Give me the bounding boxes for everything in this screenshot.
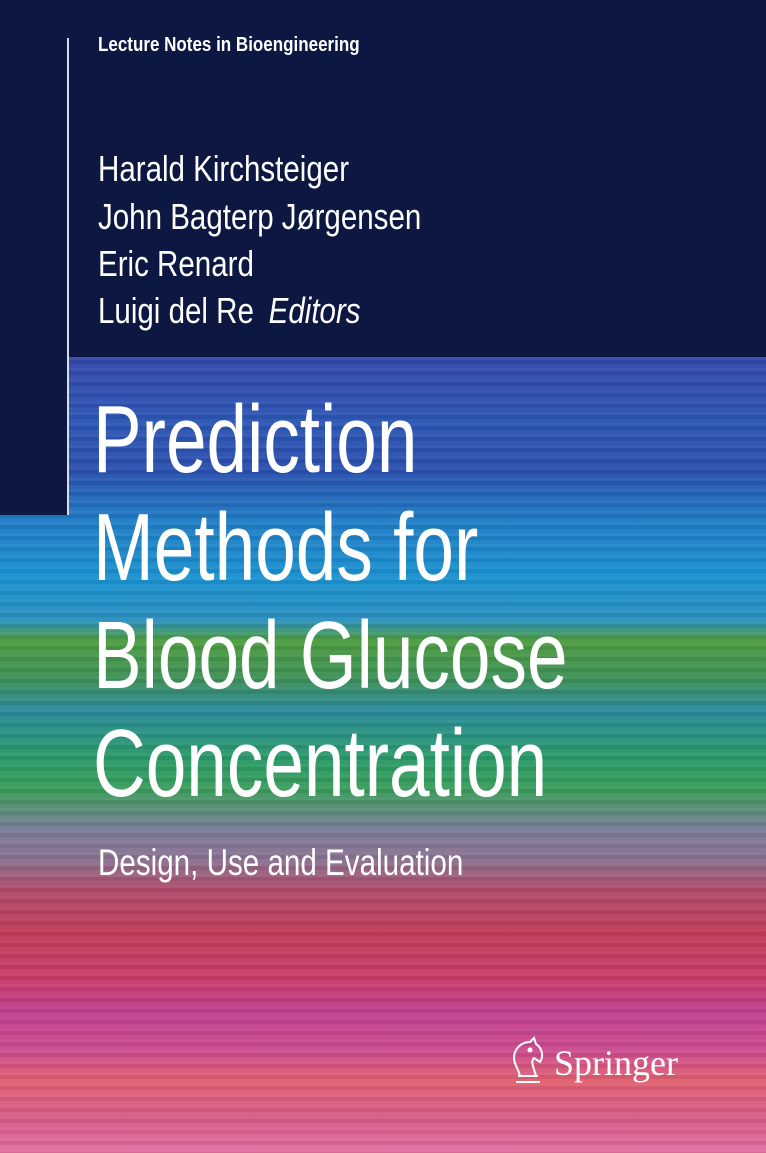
editor-name: Harald Kirchsteiger bbox=[98, 148, 350, 189]
publisher-name: Springer bbox=[554, 1042, 678, 1083]
side-panel bbox=[0, 357, 68, 515]
cover-stripes bbox=[0, 357, 766, 1153]
editor-name-text: Luigi del Re bbox=[98, 290, 254, 331]
springer-horse-icon bbox=[508, 1036, 548, 1089]
editor-name: Luigi del Re Editors bbox=[98, 290, 361, 332]
editors-role: Editors bbox=[268, 290, 361, 331]
publisher-logo: Springer bbox=[508, 1036, 678, 1089]
title-line: Concentration bbox=[93, 710, 548, 817]
title-line: Blood Glucose bbox=[93, 602, 568, 709]
editor-name: Eric Renard bbox=[98, 243, 254, 284]
header-panel bbox=[0, 0, 766, 357]
editor-name: John Bagterp Jørgensen bbox=[98, 196, 422, 237]
title-line: Prediction bbox=[93, 386, 418, 493]
title-line: Methods for bbox=[93, 494, 479, 601]
divider-line bbox=[67, 38, 69, 515]
subtitle: Design, Use and Evaluation bbox=[98, 842, 464, 883]
series-name: Lecture Notes in Bioengineering bbox=[98, 34, 360, 56]
